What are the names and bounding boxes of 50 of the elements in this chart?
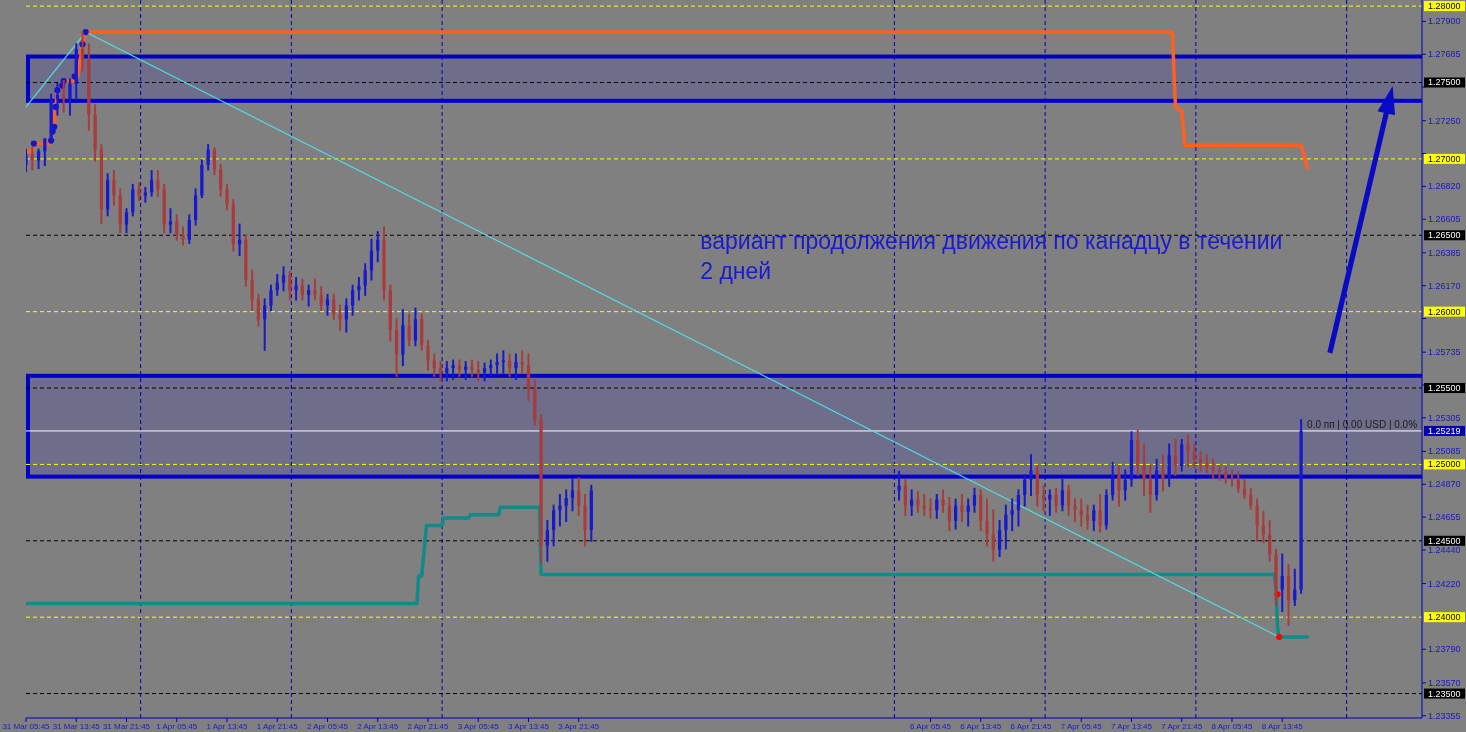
x-tick-label: 3 Apr 13:45: [508, 722, 550, 731]
ref-line-label: 1.28000: [1428, 1, 1461, 12]
x-tick-label: 1 Apr 21:45: [256, 722, 299, 731]
x-tick-label: 8 Apr 13:45: [1261, 722, 1304, 731]
ref-line-label: 1.26000: [1428, 306, 1461, 317]
x-tick-label: 3 Apr 21:45: [558, 722, 600, 731]
ref-line-label: 1.27500: [1428, 77, 1461, 88]
x-tick-label: 1 Apr 13:45: [206, 722, 249, 731]
ref-line-label: 1.25219: [1428, 425, 1461, 436]
y-tick-label: 1.24870: [1428, 479, 1461, 490]
ref-line-label: 1.26500: [1428, 230, 1461, 241]
x-tick-label: 31 Mar 21:45: [102, 722, 151, 731]
x-tick-label: 2 Apr 13:45: [357, 722, 399, 731]
x-tick-label: 6 Apr 21:45: [1010, 722, 1053, 731]
y-tick-label: 1.24655: [1428, 512, 1461, 523]
y-tick-label: 1.26605: [1428, 214, 1461, 225]
x-tick-label: 2 Apr 21:45: [407, 722, 450, 731]
y-tick-label: 1.23790: [1428, 644, 1461, 655]
y-tick-label: 1.23570: [1428, 677, 1461, 688]
y-tick-label: 1.24220: [1428, 578, 1461, 589]
x-tick-label: 7 Apr 21:45: [1161, 722, 1203, 731]
ref-line-label: 1.25500: [1428, 383, 1461, 394]
y-tick-label: 1.23355: [1428, 710, 1461, 721]
x-tick-label: 1 Apr 05:45: [156, 722, 198, 731]
x-tick-label: 3 Apr 05:45: [457, 722, 500, 731]
y-tick-label: 1.26170: [1428, 280, 1461, 291]
annotation: 0.0 пп | 0.00 USD | 0.0%: [1307, 418, 1418, 430]
y-tick-label: 1.27900: [1428, 16, 1461, 27]
x-tick-label: 7 Apr 05:45: [1060, 722, 1103, 731]
y-tick-label: 1.24440: [1428, 544, 1461, 555]
y-tick-label: 1.26820: [1428, 181, 1461, 192]
y-tick-label: 1.25735: [1428, 347, 1461, 358]
x-tick-label: 7 Apr 13:45: [1111, 722, 1153, 731]
y-tick-label: 1.27685: [1428, 49, 1461, 60]
x-tick-label: 6 Apr 13:45: [960, 722, 1002, 731]
y-tick-label: 1.27250: [1428, 115, 1461, 126]
x-tick-label: 31 Mar 13:45: [52, 722, 101, 731]
ref-line-label: 1.24500: [1428, 535, 1461, 546]
annotation: вариант продолжения движения по канадцу в течении 2 дней: [700, 228, 1283, 284]
x-tick-label: 6 Apr 05:45: [910, 722, 952, 731]
x-tick-label: 31 Mar 05:45: [2, 722, 51, 731]
x-tick-label: 2 Apr 05:45: [307, 722, 349, 731]
y-tick-label: 1.25305: [1428, 412, 1461, 423]
ref-line-label: 1.24000: [1428, 612, 1461, 623]
ref-line-label: 1.23500: [1428, 688, 1461, 699]
x-tick-label: 8 Apr 05:45: [1211, 722, 1254, 731]
ref-line-label: 1.25000: [1428, 459, 1461, 470]
y-tick-label: 1.25085: [1428, 446, 1461, 457]
ref-line-label: 1.27000: [1428, 153, 1461, 164]
y-tick-label: 1.26385: [1428, 247, 1461, 258]
